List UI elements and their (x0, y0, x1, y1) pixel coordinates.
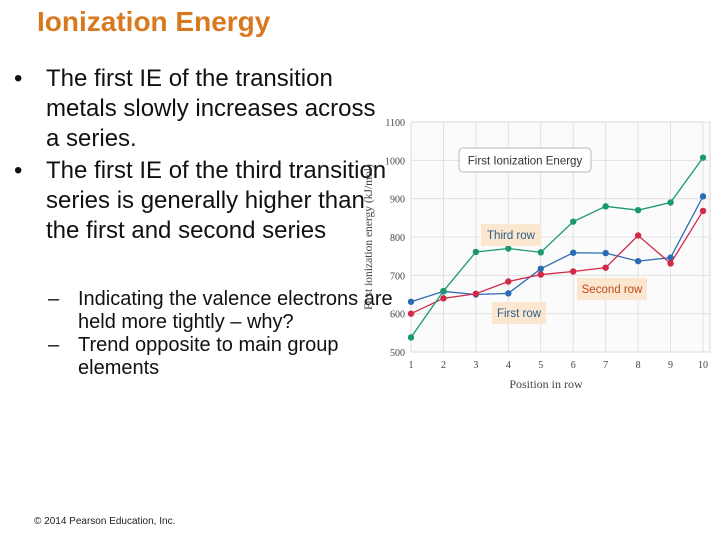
chart-title: First Ionization Energy (468, 156, 583, 168)
series-line-third-row (410, 157, 704, 338)
sub-bullet-item: – Indicating the valence electrons are h… (48, 288, 393, 334)
y-tick-label: 1000 (385, 156, 405, 167)
bullet-dot: • (14, 157, 23, 184)
data-point-second-row (505, 278, 512, 285)
y-tick-label: 500 (390, 348, 405, 359)
data-point-second-row (570, 268, 577, 275)
bullet-dot: • (14, 65, 23, 92)
x-tick-label: 1 (409, 360, 414, 371)
data-point-first-row (667, 254, 674, 261)
x-tick-label: 5 (538, 360, 543, 371)
x-tick-label: 6 (571, 360, 576, 371)
y-tick-label: 900 (390, 195, 405, 206)
data-point-second-row (667, 260, 674, 267)
data-point-first-row (505, 290, 512, 297)
data-point-second-row (537, 271, 544, 278)
y-tick-label: 1100 (385, 118, 405, 129)
data-point-third-row (699, 154, 707, 161)
sub-bullet-text: Trend opposite to main group elements (78, 334, 339, 379)
y-tick-labels: 500 600 700 800 900 1000 1100 (385, 118, 405, 359)
copyright-notice: © 2014 Pearson Education, Inc. (34, 516, 176, 527)
first-row-label: First row (492, 302, 546, 324)
data-point-second-row (407, 310, 415, 317)
title-box: First Ionization Energy (458, 147, 592, 173)
data-point-third-row (667, 199, 674, 206)
x-tick-label: 10 (698, 360, 708, 371)
x-tick-label: 8 (636, 360, 641, 371)
second-row-label: Second row (577, 278, 647, 300)
data-point-third-row (440, 287, 447, 295)
data-point-second-row (699, 207, 707, 215)
sub-bullet-text: Indicating the valence electrons are hel… (78, 288, 393, 333)
data-point-second-row (440, 295, 447, 302)
third-row-label: Third row (481, 224, 541, 246)
y-tick-label: 700 (390, 271, 405, 282)
series-line-first-row (410, 196, 704, 303)
bullet-item: • The first IE of the transition metals … (14, 64, 394, 154)
slide-title: Ionization Energy (37, 6, 271, 37)
series-group (407, 154, 707, 341)
data-point-third-row (570, 218, 577, 225)
data-point-first-row (407, 298, 415, 305)
data-point-third-row (472, 248, 480, 256)
data-point-third-row (505, 245, 512, 252)
bullet-item: • The first IE of the third transition s… (14, 156, 394, 246)
x-tick-label: 4 (506, 360, 511, 371)
third-row-label-text: Third row (487, 230, 536, 242)
bullet-text: The first IE of the third transition ser… (46, 157, 387, 244)
x-axis-label: Position in row (509, 377, 583, 391)
data-point-third-row (407, 334, 415, 341)
data-point-first-row (634, 257, 642, 265)
second-row-label-text: Second row (582, 284, 643, 296)
x-tick-label: 9 (668, 360, 673, 371)
sub-bullet-item: – Trend opposite to main group elements (48, 334, 393, 380)
x-tick-label: 7 (603, 360, 608, 371)
sub-bullet-dash: – (48, 288, 60, 310)
data-point-second-row (602, 264, 609, 271)
bullet-text: The first IE of the transition metals sl… (46, 65, 376, 152)
data-point-third-row (602, 203, 609, 210)
sub-bullet-dash: – (48, 334, 60, 356)
x-tick-label: 3 (473, 360, 478, 371)
y-tick-label: 800 (390, 233, 405, 244)
series-line-second-row (410, 210, 704, 315)
data-point-first-row (537, 265, 544, 273)
data-point-first-row (602, 249, 609, 257)
ionization-energy-chart: 500 600 700 800 900 1000 1100 1 2 3 4 5 6 7 8 9 10 Firs… (363, 118, 711, 391)
data-point-second-row (634, 232, 642, 239)
bullet-list: • The first IE of the transition metals … (14, 64, 394, 248)
data-point-second-row (472, 290, 480, 297)
data-point-first-row (570, 249, 577, 256)
first-row-label-text: First row (497, 308, 542, 320)
x-tick-labels: 1 2 3 4 5 6 7 8 9 10 (409, 360, 709, 371)
sub-bullet-list: – Indicating the valence electrons are h… (48, 288, 393, 380)
x-tick-label: 2 (441, 360, 446, 371)
y-axis-label: First ionization energy (kJ/mol) (363, 164, 375, 310)
data-point-first-row (699, 193, 707, 200)
y-tick-label: 600 (390, 310, 405, 321)
data-point-third-row (537, 249, 544, 256)
data-point-third-row (634, 206, 642, 214)
